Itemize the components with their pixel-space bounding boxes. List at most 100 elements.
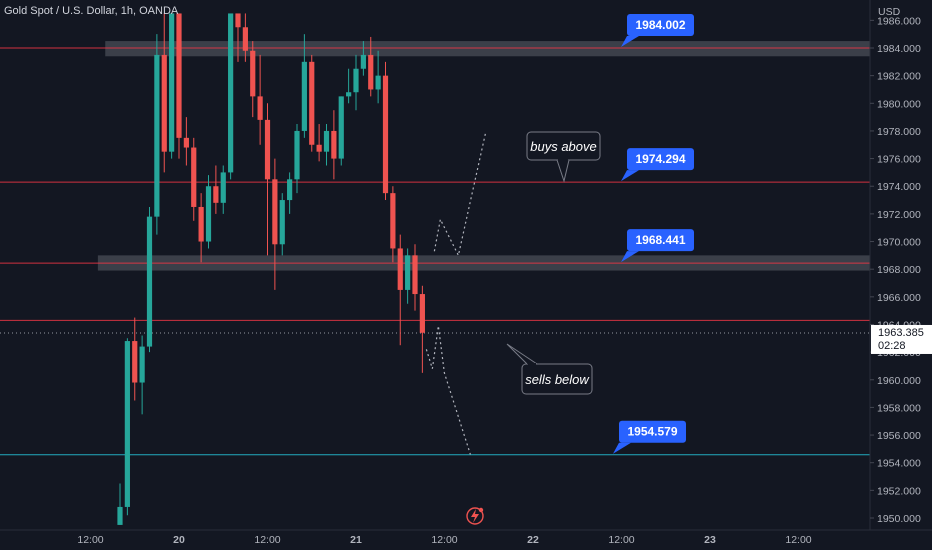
candle[interactable]	[287, 172, 293, 214]
candle[interactable]	[331, 110, 337, 180]
lightning-icon-dot	[478, 507, 484, 513]
candle[interactable]	[338, 96, 344, 166]
candle[interactable]	[294, 124, 300, 194]
level-label-box	[619, 420, 686, 443]
candle-body	[382, 75, 389, 194]
level-label-pointer	[621, 251, 639, 263]
candle-body	[375, 75, 381, 90]
candle[interactable]	[375, 50, 381, 104]
candle-body	[139, 346, 145, 383]
candle[interactable]	[405, 248, 411, 304]
candle[interactable]	[353, 54, 359, 111]
level-label-1974-294[interactable]: 1974.294	[621, 148, 694, 182]
candle[interactable]	[257, 54, 263, 145]
candle-body	[419, 294, 425, 333]
candle[interactable]	[220, 165, 226, 214]
lightning-icon[interactable]	[466, 507, 484, 525]
y-tick-label: 1982.000	[877, 71, 921, 83]
level-label-1968-441[interactable]: 1968.441	[621, 229, 694, 263]
x-tick-label: 23	[704, 534, 716, 546]
candle[interactable]	[176, 13, 182, 159]
last-price-badge-box	[871, 324, 932, 354]
candle[interactable]	[235, 13, 241, 62]
candle[interactable]	[309, 54, 315, 152]
candle[interactable]	[368, 36, 374, 97]
candle-body	[323, 130, 330, 152]
y-tick-label: 1986.000	[877, 15, 921, 27]
candle[interactable]	[419, 285, 425, 373]
candle-body	[154, 54, 160, 217]
candle[interactable]	[264, 103, 271, 256]
candle-body	[146, 216, 153, 347]
candle[interactable]	[198, 193, 204, 263]
x-tick-label: 20	[173, 534, 185, 546]
callout-box	[521, 363, 593, 395]
candle[interactable]	[346, 68, 352, 104]
candle-body	[198, 206, 204, 242]
candle[interactable]	[301, 34, 307, 138]
candle[interactable]	[272, 158, 278, 290]
y-tick-label: 1968.000	[877, 264, 921, 276]
level-label-text: 1974.294	[635, 152, 685, 166]
candle[interactable]	[146, 206, 153, 353]
candle[interactable]	[360, 41, 366, 76]
candle[interactable]	[228, 13, 234, 180]
candle[interactable]	[382, 61, 389, 201]
candle[interactable]	[397, 234, 403, 346]
y-tick-label: 1960.000	[877, 375, 921, 387]
y-tick-label: 1976.000	[877, 154, 921, 166]
lightning-icon-ring	[466, 507, 484, 525]
y-tick-label: 1972.000	[877, 209, 921, 221]
y-tick-label: 1980.000	[877, 98, 921, 110]
candle-body	[360, 54, 366, 69]
candle[interactable]	[154, 34, 160, 235]
candle-body	[257, 96, 263, 120]
candle-body	[205, 186, 212, 242]
candle-body	[316, 144, 322, 152]
callout-sells-below[interactable]: sells below	[506, 343, 593, 395]
candle[interactable]	[213, 165, 219, 214]
candle-body	[405, 255, 411, 290]
currency-label: USD	[878, 6, 901, 18]
chart-title: Gold Spot / U.S. Dollar, 1h, OANDA	[4, 5, 179, 17]
candle-body	[309, 61, 315, 145]
level-label-text: 1968.441	[635, 233, 685, 247]
y-tick-label: 1970.000	[877, 237, 921, 249]
buy-projection-path[interactable]	[433, 133, 486, 258]
level-label-1954-579[interactable]: 1954.579	[613, 420, 686, 454]
candle-body	[397, 248, 403, 290]
candle[interactable]	[139, 335, 145, 415]
candle[interactable]	[117, 483, 123, 525]
level-label-text: 1984.002	[635, 18, 685, 32]
candle[interactable]	[323, 124, 330, 166]
candle[interactable]	[316, 124, 322, 162]
candle[interactable]	[124, 338, 130, 516]
candle[interactable]	[390, 186, 396, 263]
candle[interactable]	[183, 117, 189, 166]
y-tick-label: 1950.000	[877, 513, 921, 525]
candle-body	[279, 200, 285, 245]
candle[interactable]	[191, 137, 197, 221]
x-tick-label: 12:00	[254, 534, 280, 546]
level-label-1984-002[interactable]: 1984.002	[621, 13, 694, 47]
sell-projection-path[interactable]	[425, 325, 471, 455]
candle[interactable]	[250, 41, 256, 118]
candle[interactable]	[205, 175, 212, 249]
candle[interactable]	[169, 13, 175, 159]
support-resistance-zone[interactable]	[105, 41, 870, 57]
candle-body	[338, 96, 344, 159]
candle[interactable]	[412, 244, 418, 311]
candle-body	[235, 13, 241, 28]
candle[interactable]	[242, 13, 248, 62]
callout-buys-above[interactable]: buys above	[526, 131, 601, 183]
candle[interactable]	[132, 317, 138, 401]
candle-body	[176, 13, 182, 138]
level-label-text: 1954.579	[627, 425, 677, 439]
candle[interactable]	[279, 193, 285, 256]
y-tick-label: 1956.000	[877, 430, 921, 442]
candle[interactable]	[161, 13, 167, 173]
candle-body	[117, 506, 123, 525]
x-tick-label: 22	[527, 534, 539, 546]
